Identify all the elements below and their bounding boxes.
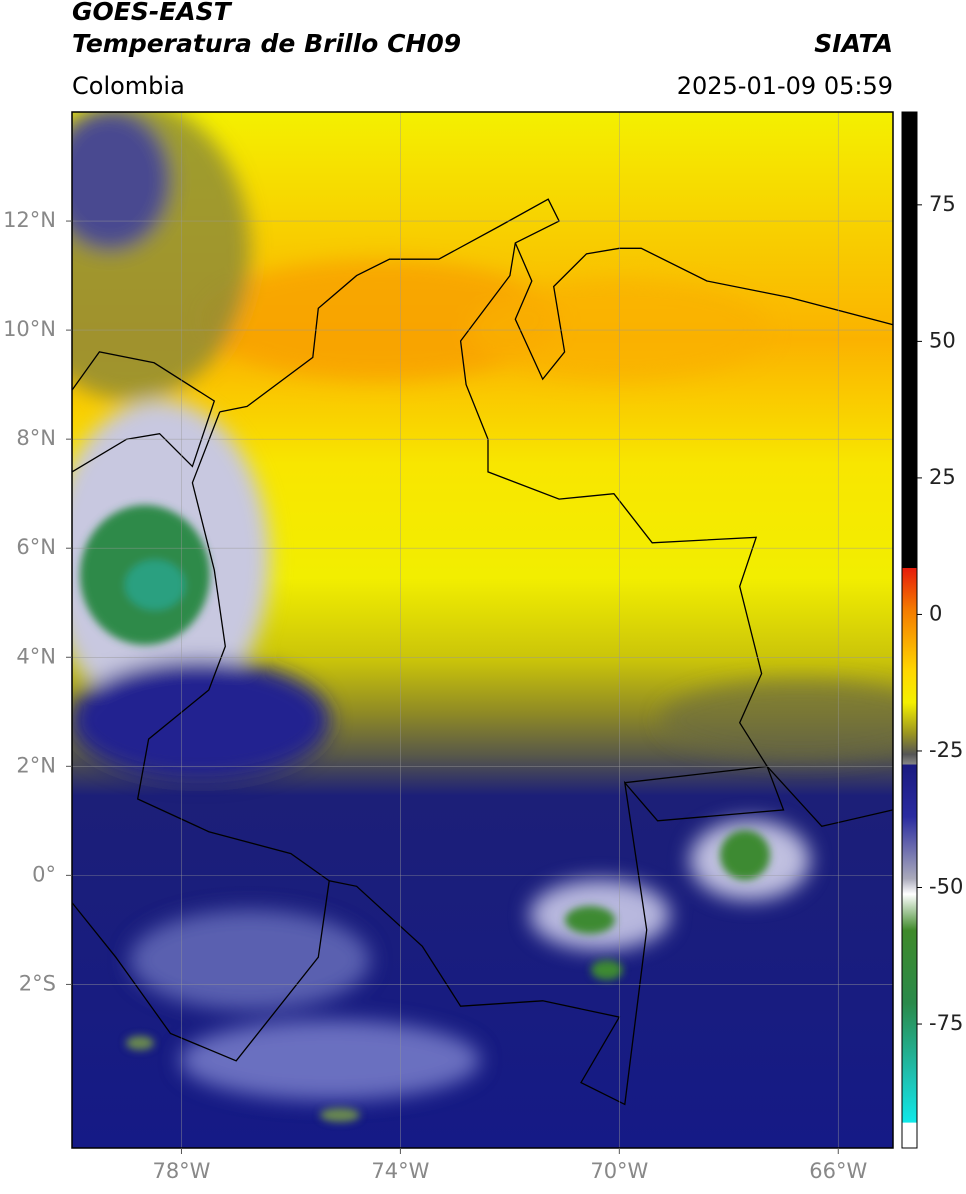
y-tick-label: 12°N bbox=[3, 208, 56, 232]
y-tick-label: 4°N bbox=[16, 644, 56, 668]
x-tick-label: 78°W bbox=[152, 1159, 210, 1183]
colorbar-tick-label: 0 bbox=[929, 601, 942, 625]
region: Colombia bbox=[72, 72, 185, 100]
y-tick-label: 2°N bbox=[16, 753, 56, 777]
border-line bbox=[72, 351, 216, 473]
colorbar-tick-label: 25 bbox=[929, 465, 956, 489]
y-tick-label: 10°N bbox=[3, 317, 56, 341]
subtitle: Temperatura de Brillo CH09 bbox=[72, 29, 461, 58]
y-tick-label: 2°S bbox=[19, 971, 56, 995]
datetime: 2025-01-09 05:59 bbox=[677, 72, 893, 100]
colorbar-tick-label: 50 bbox=[929, 328, 956, 352]
x-tick-label: 74°W bbox=[371, 1159, 429, 1183]
satellite-image bbox=[72, 112, 893, 1148]
colorbar-tick-label: -50 bbox=[929, 874, 963, 898]
colorbar-tick-label: -25 bbox=[929, 738, 963, 762]
colorbar-tick-label: -75 bbox=[929, 1011, 963, 1035]
colorbar bbox=[901, 111, 918, 1149]
border-line bbox=[136, 198, 785, 1106]
y-tick-label: 6°N bbox=[16, 535, 56, 559]
border-line bbox=[72, 880, 330, 1062]
border-line bbox=[514, 242, 893, 381]
x-tick-label: 70°W bbox=[590, 1159, 648, 1183]
colorbar-tick-label: 75 bbox=[929, 192, 956, 216]
border-line bbox=[624, 765, 893, 828]
source: SIATA bbox=[814, 29, 893, 58]
x-tick-label: 66°W bbox=[809, 1159, 867, 1183]
y-tick-label: 8°N bbox=[16, 426, 56, 450]
map-frame bbox=[71, 111, 894, 1149]
y-tick-label: 0° bbox=[32, 862, 56, 886]
title: GOES-EAST bbox=[72, 0, 233, 26]
